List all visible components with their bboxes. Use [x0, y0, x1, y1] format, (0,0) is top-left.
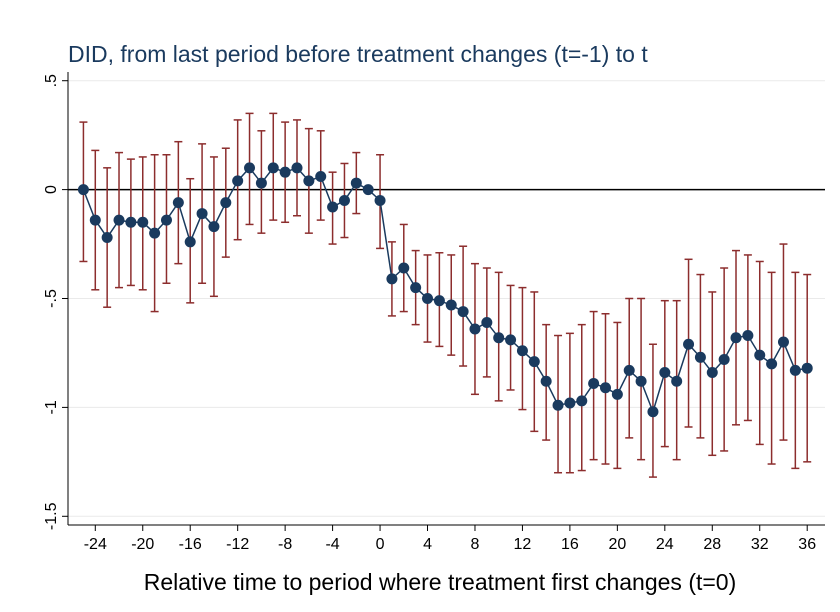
x-tick-label: -12 — [226, 536, 249, 553]
point — [777, 336, 789, 348]
y-tick-label: -1.5 — [43, 502, 60, 530]
point — [338, 194, 350, 206]
point — [267, 162, 279, 174]
point — [172, 197, 184, 209]
point — [244, 162, 256, 174]
point — [789, 364, 801, 376]
point — [683, 338, 695, 350]
point — [599, 382, 611, 394]
point — [208, 221, 220, 233]
x-tick-label: 20 — [608, 536, 626, 553]
point — [742, 330, 754, 342]
point — [516, 345, 528, 357]
point — [588, 377, 600, 389]
x-tick-label: 4 — [423, 536, 432, 553]
point — [113, 214, 125, 226]
x-tick-label: -20 — [131, 536, 154, 553]
y-tick-label: -.5 — [43, 289, 60, 308]
point — [611, 388, 623, 400]
point — [635, 375, 647, 387]
point — [445, 299, 457, 311]
x-tick-label: 8 — [471, 536, 480, 553]
point — [398, 262, 410, 274]
x-tick-label: 16 — [561, 536, 579, 553]
point — [386, 273, 398, 285]
x-tick-label: 12 — [514, 536, 532, 553]
point — [362, 184, 374, 196]
point — [350, 177, 362, 189]
y-tick-label: 0 — [43, 185, 60, 194]
point — [101, 232, 113, 244]
point — [505, 334, 517, 346]
point — [137, 216, 149, 228]
point — [422, 293, 434, 304]
point — [659, 367, 671, 379]
point — [232, 175, 244, 187]
x-axis-label: Relative time to period where treatment … — [144, 569, 737, 595]
point — [125, 216, 137, 228]
point — [374, 194, 386, 206]
point — [255, 177, 267, 189]
x-tick-label: -24 — [84, 536, 107, 553]
x-tick-label: 0 — [376, 536, 385, 553]
point — [647, 406, 659, 418]
point — [540, 375, 552, 387]
y-tick-label: .5 — [43, 74, 60, 87]
point — [315, 171, 327, 183]
x-tick-label: 28 — [703, 536, 721, 553]
point — [303, 175, 315, 187]
y-tick-label: -1 — [43, 400, 60, 414]
point — [89, 214, 101, 226]
point — [623, 364, 635, 376]
point — [564, 397, 576, 409]
point — [160, 214, 172, 226]
point — [220, 197, 232, 209]
point — [327, 201, 339, 213]
x-tick-label: 36 — [798, 536, 816, 553]
x-tick-label: -8 — [278, 536, 292, 553]
point — [469, 323, 481, 335]
point — [801, 362, 813, 374]
chart-title: DID, from last period before treatment c… — [68, 41, 648, 67]
point — [493, 332, 505, 344]
x-tick-label: 24 — [656, 536, 674, 553]
point — [766, 358, 778, 370]
point — [718, 353, 730, 365]
point — [706, 367, 718, 379]
point — [528, 356, 540, 368]
point — [694, 351, 706, 363]
point — [730, 332, 742, 344]
point — [671, 375, 683, 387]
point — [754, 349, 766, 361]
point — [552, 399, 564, 411]
x-tick-label: -16 — [179, 536, 202, 553]
point — [410, 282, 422, 294]
point — [433, 295, 445, 307]
point — [457, 306, 469, 318]
point — [481, 316, 493, 328]
point — [149, 227, 161, 239]
point — [291, 162, 303, 174]
point — [576, 395, 588, 407]
point — [77, 184, 89, 196]
point — [279, 166, 291, 178]
x-tick-label: 32 — [751, 536, 769, 553]
point — [184, 236, 196, 248]
x-tick-label: -4 — [325, 536, 339, 553]
point — [196, 208, 208, 220]
